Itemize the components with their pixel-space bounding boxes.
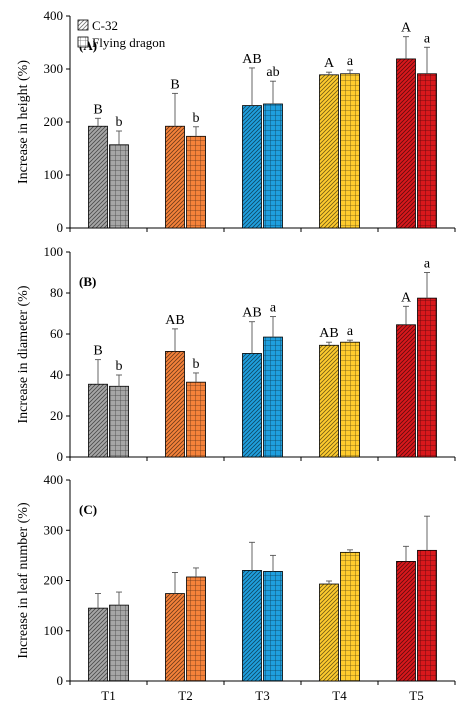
significance-letter: b [116,359,123,374]
significance-letter: B [170,77,179,92]
y-tick-label: 400 [44,8,64,23]
significance-letter: ab [266,65,279,80]
y-tick-label: 300 [44,61,64,76]
y-axis-label: Increase in diameter (%) [16,285,31,423]
bar-pattern [319,584,339,681]
significance-letter: b [116,115,123,130]
bar-pattern [186,576,206,681]
legend-swatch-pattern [78,37,88,47]
y-tick-label: 100 [44,623,64,638]
significance-letter: B [93,102,102,117]
bar-pattern [186,382,206,457]
significance-letter: a [424,257,431,272]
y-axis-label: Increase in height (%) [16,60,31,184]
y-tick-label: 0 [57,673,64,688]
bar-pattern [242,353,262,457]
bar-pattern [319,74,339,228]
bar-pattern [165,351,185,457]
significance-letter: AB [319,326,338,341]
bar-pattern [242,105,262,228]
significance-letter: A [401,290,412,305]
y-tick-label: 80 [50,285,63,300]
y-tick-label: 40 [50,367,63,382]
bar-pattern [109,605,129,681]
y-tick-label: 100 [44,244,64,259]
bar-pattern [340,552,360,681]
x-tick-label: T2 [178,688,192,703]
bar-pattern [88,608,108,681]
y-tick-label: 60 [50,326,63,341]
significance-letter: AB [242,52,261,67]
legend: C-32 Flying dragon [77,18,166,50]
bar-pattern [417,550,437,681]
significance-letter: AB [242,306,261,321]
y-tick-label: 200 [44,573,64,588]
y-tick-label: 400 [44,472,64,487]
bar-pattern [396,58,416,229]
significance-letter: a [347,324,354,339]
bar-pattern [417,298,437,457]
significance-letter: b [193,357,200,372]
bar-pattern [88,384,108,457]
bar-pattern [109,386,129,457]
bar-pattern [263,103,283,228]
y-tick-label: 0 [57,220,64,235]
y-tick-label: 300 [44,522,64,537]
bar-pattern [242,570,262,681]
chart-panel: 0 100 200 300 400 Increase in leaf number (%)… [16,472,456,688]
significance-letter: a [424,31,431,46]
significance-letter: AB [165,313,184,328]
legend-label: C-32 [92,18,118,33]
bar-pattern [417,73,437,229]
x-tick-label: T3 [255,688,269,703]
significance-letter: a [270,301,277,316]
significance-letter: A [401,21,412,36]
significance-letter: b [193,111,200,126]
bar-pattern [340,73,360,229]
legend-swatch-pattern [78,20,88,30]
y-tick-label: 20 [50,408,63,423]
significance-letter: a [347,54,354,69]
bar-pattern [319,345,339,457]
bar-pattern [165,126,185,228]
legend-label: Flying dragon [92,35,166,50]
bar-pattern [109,144,129,228]
significance-letter: A [324,56,335,71]
significance-letter: B [93,344,102,359]
x-tick-label: T1 [101,688,115,703]
y-tick-label: 0 [57,449,64,464]
x-tick-label: T5 [409,688,423,703]
x-tick-label: T4 [332,688,347,703]
y-tick-label: 200 [44,114,64,129]
bar-pattern [396,324,416,457]
chart-panel: 0 20 40 60 80 100 Increase in diameter (%) (B) B… [16,244,456,464]
bar-pattern [263,337,283,457]
bar-pattern [186,136,206,228]
panel-label: (C) [79,502,97,517]
bar-pattern [340,342,360,457]
bar-pattern [263,571,283,681]
y-tick-label: 100 [44,167,64,182]
panel-label: (B) [79,274,96,289]
bar-pattern [88,126,108,228]
bar-pattern [165,593,185,681]
bar-pattern [396,561,416,681]
y-axis-label: Increase in leaf number (%) [16,502,31,659]
